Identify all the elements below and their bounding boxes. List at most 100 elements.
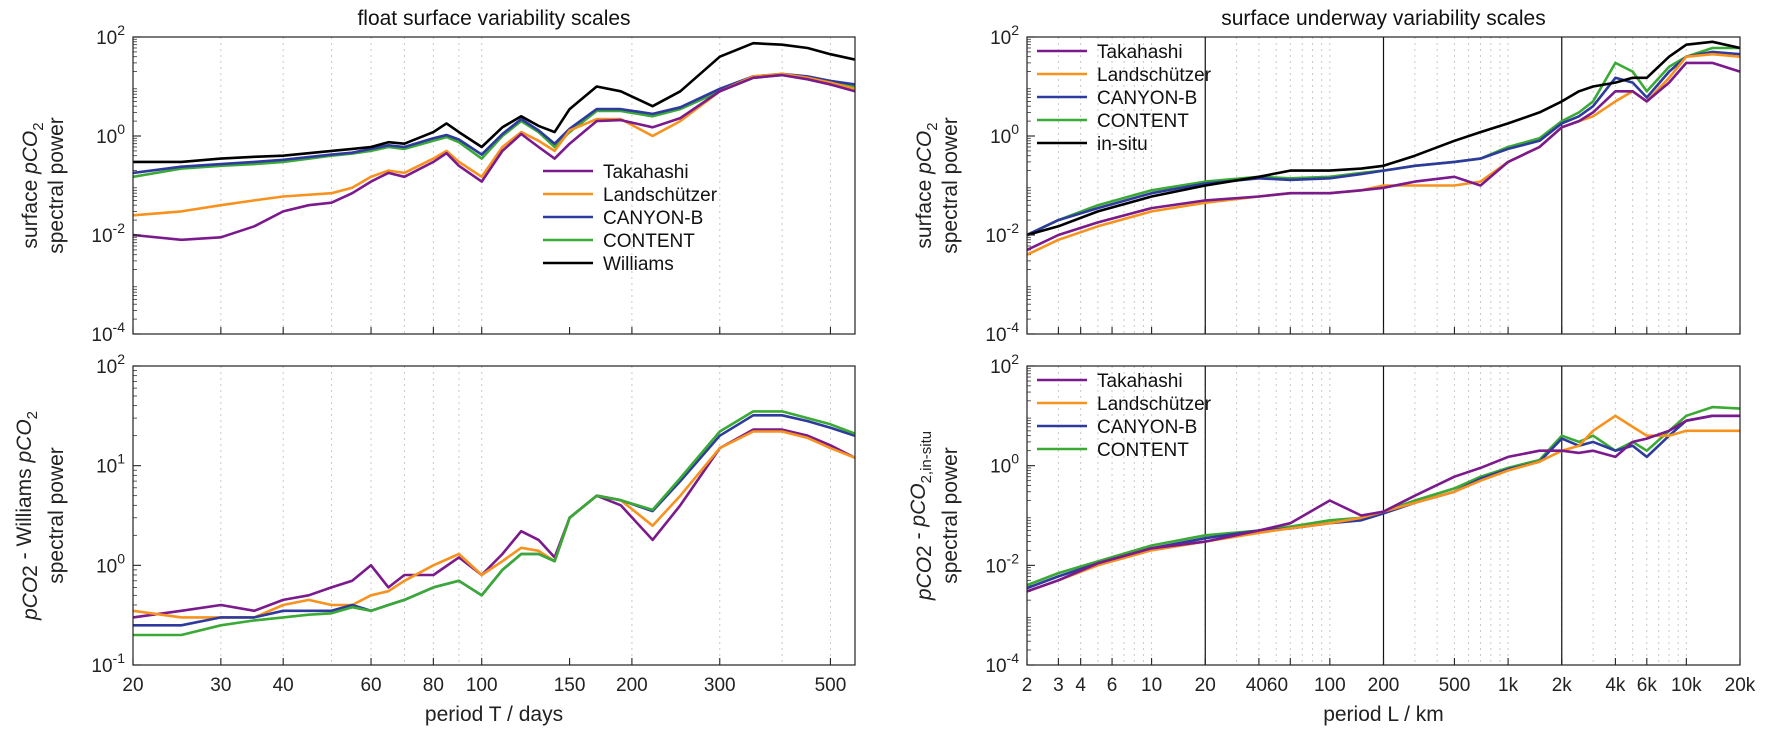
x-tick-label: 500 [815, 675, 847, 696]
x-tick-label: 4 [1075, 675, 1086, 696]
series-line-in-situ [1027, 40, 1740, 237]
series-line-landsch-tzer [133, 430, 855, 619]
legend-label: CANYON-B [1097, 88, 1197, 109]
y-tick-exponent: 2 [1011, 22, 1019, 38]
y-axis-label-line1: surface pCO2 [913, 122, 941, 248]
legend-label: Takahashi [1097, 371, 1183, 392]
y-tick-base: 10 [91, 226, 112, 247]
x-tick-label: 300 [704, 675, 736, 696]
y-axis-label-line1: pCO2 - pCO2,in-situ [907, 431, 936, 601]
y-label-subscript: 2 [30, 122, 47, 130]
x-tick-label: 20 [122, 675, 143, 696]
series-line-williams [133, 41, 855, 164]
y-tick-label: 100 [990, 451, 1019, 478]
series-line-canyon-b [1027, 414, 1740, 590]
y-tick-label: 10-2 [985, 550, 1019, 577]
x-axis-label: period T / days [425, 703, 563, 726]
y-label-part: pCO [913, 131, 936, 175]
chart-title: float surface variability scales [357, 7, 630, 30]
x-tick-label: 10 [1141, 675, 1162, 696]
y-tick-label: 10-4 [985, 319, 1019, 346]
y-label-subscript: 2,in-situ [918, 431, 935, 484]
x-tick-label: 60 [360, 675, 381, 696]
y-axis-label-line1: surface pCO2 [19, 122, 47, 248]
x-tick-label: 20 [1195, 675, 1216, 696]
series-line-canyon-b [133, 414, 855, 627]
y-tick-label: 10-1 [91, 650, 125, 677]
y-tick-exponent: -4 [1007, 650, 1020, 666]
y-tick-base: 10 [985, 226, 1006, 247]
y-tick-label: 101 [96, 451, 125, 478]
y-tick-exponent: -4 [1007, 319, 1020, 335]
series-line-takahashi [1027, 414, 1740, 593]
y-tick-label: 102 [96, 22, 125, 49]
y-tick-base: 10 [990, 28, 1011, 49]
y-tick-label: 100 [96, 121, 125, 148]
legend-label: CONTENT [1097, 111, 1189, 132]
x-tick-label: 6k [1637, 675, 1658, 696]
legend-label: Landschützer [1097, 394, 1212, 415]
x-tick-label: 6 [1107, 675, 1118, 696]
series-line-content [1027, 405, 1740, 587]
y-tick-label: 102 [96, 351, 125, 378]
axes-frame [132, 36, 856, 335]
series-line-canyon-b [1027, 50, 1740, 237]
y-label-part: 2 [19, 565, 42, 577]
y-tick-base: 10 [96, 556, 117, 577]
y-tick-label: 10-4 [91, 319, 125, 346]
x-tick-label: 2 [1022, 675, 1033, 696]
x-tick-label: 10k [1671, 675, 1702, 696]
legend-label: in-situ [1097, 134, 1148, 155]
y-tick-base: 10 [990, 357, 1011, 378]
legend-label: CONTENT [603, 231, 695, 252]
x-tick-label: 2k [1552, 675, 1573, 696]
x-tick-label: 4060 [1246, 675, 1288, 696]
y-label-subscript: 2 [24, 411, 41, 419]
y-tick-label: 100 [96, 550, 125, 577]
y-axis-label: pCO2 - pCO2,in-situ spectral power [907, 431, 962, 601]
y-axis-label-line1: pCO2 - Williams pCO2 [13, 411, 42, 621]
y-axis-label-line2: spectral power [45, 447, 68, 584]
y-tick-exponent: 0 [117, 121, 125, 137]
y-axis-label-line2: spectral power [939, 117, 962, 254]
series-line-content [133, 410, 855, 637]
legend-label: Landschützer [1097, 65, 1212, 86]
series-line-canyon-b [133, 72, 855, 175]
y-tick-exponent: -4 [113, 319, 126, 335]
y-label-part: surface [19, 174, 42, 249]
series-line-takahashi [1027, 61, 1740, 252]
y-tick-label: 10-2 [91, 220, 125, 247]
x-tick-label: 100 [1314, 675, 1346, 696]
y-tick-label: 102 [990, 22, 1019, 49]
y-label-part: surface [913, 174, 936, 249]
y-tick-label: 100 [990, 121, 1019, 148]
x-axis-label: period L / km [1323, 703, 1444, 726]
y-tick-exponent: 2 [117, 351, 125, 367]
chart-title: surface underway variability scales [1221, 7, 1545, 30]
series-line-takahashi [133, 73, 855, 242]
y-tick-exponent: 2 [117, 22, 125, 38]
y-label-part: pCO [913, 557, 936, 601]
y-tick-base: 10 [91, 325, 112, 346]
y-tick-exponent: 0 [117, 550, 125, 566]
y-tick-exponent: 2 [1011, 351, 1019, 367]
y-axis-label-line2: spectral power [45, 117, 68, 254]
series-group [1027, 40, 1740, 256]
x-tick-label: 200 [616, 675, 648, 696]
x-tick-label: 3 [1053, 675, 1064, 696]
y-tick-base: 10 [96, 357, 117, 378]
y-tick-label: 10-2 [985, 220, 1019, 247]
y-label-subscript: 2 [924, 122, 941, 130]
x-tick-label: 100 [466, 675, 498, 696]
legend-label: Williams [603, 254, 674, 275]
x-tick-label: 4k [1605, 675, 1626, 696]
y-tick-base: 10 [91, 656, 112, 677]
y-tick-exponent: 1 [117, 451, 125, 467]
